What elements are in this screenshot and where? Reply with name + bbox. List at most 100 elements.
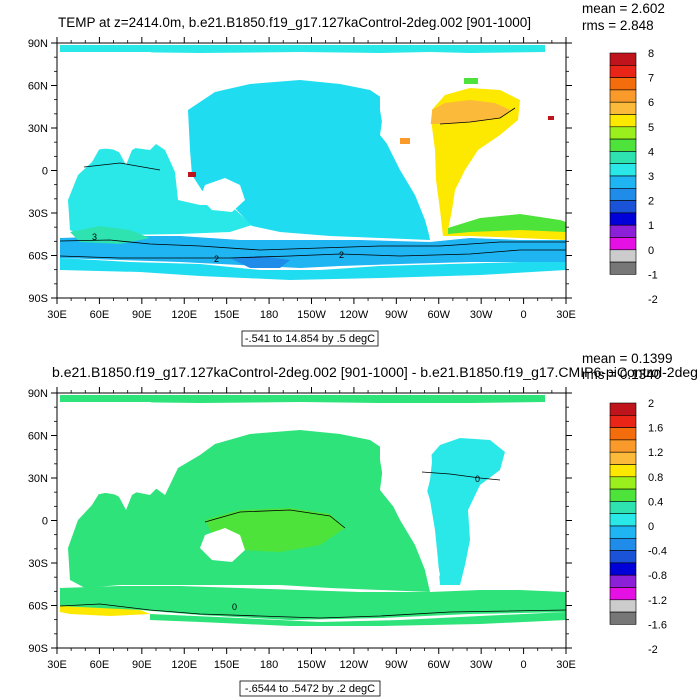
bottom-contour-line-3: [59, 603, 566, 619]
top-map: 3 2 2: [57, 45, 566, 298]
top-red-patch-2: [548, 116, 554, 120]
top-contour-info: -.541 to 14.854 by .5 degC: [245, 333, 375, 345]
top-southern-green: [70, 226, 150, 244]
bottom-colorbar: 2 1.6 1.2 0.8 0.4 0 -0.4 -0.8 -1.2 -1.6 -2: [609, 398, 667, 656]
lon-label-1-2: 90E: [132, 659, 152, 671]
colorbar-label-1-3: 0.8: [648, 472, 663, 484]
colorbar-label-1-9: -1.6: [648, 619, 667, 631]
bottom-axis-ticks: 90N 60N 30N 0 30S 60S 90S 30E 60E 90E 120E 150E 180 1…: [28, 387, 576, 671]
colorbar-swatch-0-5: [609, 114, 637, 128]
top-contour-line-4: [83, 162, 161, 171]
top-contour-label-2: 2: [214, 254, 219, 264]
bottom-contour-info: -.6544 to .5472 by .2 degC: [245, 683, 375, 695]
top-arctic-ocean: [60, 45, 545, 53]
lon-label-1-11: 0: [521, 659, 527, 671]
colorbar-label-1-1: 1.6: [648, 423, 663, 435]
bottom-contour-info-box: [239, 680, 381, 697]
lon-label-1-6: 150W: [297, 659, 326, 671]
bottom-land-australia: [200, 528, 245, 562]
colorbar-swatch-0-1: [609, 65, 637, 78]
lon-label-0-5: 180: [260, 309, 278, 321]
lon-label-0-8: 90W: [385, 309, 408, 321]
bottom-contour-label-1: 0: [475, 474, 480, 484]
colorbar-swatch-0-3: [609, 89, 637, 103]
lat-label-0-6: 90S: [28, 293, 48, 305]
colorbar-swatch-1-11: [609, 537, 637, 551]
colorbar-swatch-0-11: [609, 188, 637, 201]
bottom-contour-line-2: [421, 471, 501, 481]
top-contour-line-2: [59, 249, 566, 259]
lat-label-0-4: 30S: [28, 208, 48, 220]
lon-label-0-1: 60E: [90, 309, 110, 321]
colorbar-label-1-10: -2: [648, 644, 658, 656]
colorbar-swatch-0-14: [609, 224, 637, 238]
colorbar-swatch-0-2: [609, 77, 637, 91]
top-southern-belt-1: [448, 214, 566, 234]
colorbar-label-0-0: 8: [648, 48, 654, 60]
top-contour-label-1: 3: [92, 232, 97, 242]
top-land-australia: [200, 178, 245, 212]
colorbar-label-1-2: 1.2: [648, 447, 663, 459]
bottom-contour-line-1: [204, 509, 346, 529]
colorbar-swatch-1-1: [609, 414, 637, 428]
lon-label-1-9: 60W: [427, 659, 450, 671]
bottom-panel: mean = 0.1399 rms = 0.1340 b.e21.B1850.f…: [28, 351, 698, 697]
colorbar-swatch-1-14: [609, 574, 637, 588]
bottom-antarctic-shelf: [150, 612, 566, 626]
colorbar-swatch-1-9: [609, 513, 637, 527]
lon-label-0-6: 150W: [297, 309, 326, 321]
top-land-americas: [380, 70, 440, 238]
top-panel: TEMP at z=2414.0m, b.e21.B1850.f19_g17.1…: [28, 1, 665, 347]
bottom-land-americas: [380, 420, 440, 590]
top-land-africa: [60, 52, 200, 172]
lon-label-0-2: 90E: [132, 309, 152, 321]
colorbar-swatch-1-17: [609, 611, 637, 625]
colorbar-swatch-1-13: [609, 562, 637, 576]
lat-label-1-2: 30N: [28, 473, 48, 485]
lon-label-1-10: 30W: [470, 659, 493, 671]
top-atlantic-ocean: [430, 88, 566, 240]
colorbar-swatch-0-12: [609, 200, 637, 214]
colorbar-label-0-10: -2: [648, 294, 658, 306]
colorbar-swatch-1-16: [609, 599, 637, 613]
colorbar-swatch-1-15: [609, 587, 637, 601]
lat-label-0-5: 60S: [28, 251, 48, 263]
bottom-rms: rms = 0.1340: [582, 367, 661, 382]
top-axis-ticks: 90N 60N 30N 0 30S 60S 90S 30E 60E 90E 120E 150E 180 1…: [28, 37, 576, 321]
lon-label-1-1: 60E: [90, 659, 110, 671]
lat-label-1-4: 30S: [28, 558, 48, 570]
colorbar-swatch-1-0: [609, 402, 637, 416]
colorbar-label-0-9: -1: [648, 269, 658, 281]
colorbar-label-1-5: 0: [648, 521, 654, 533]
top-title: TEMP at z=2414.0m, b.e21.B1850.f19_g17.1…: [58, 15, 531, 30]
top-land-antarctica: [57, 280, 566, 298]
colorbar-label-0-4: 4: [648, 146, 654, 158]
bottom-contour-label-2: 0: [232, 602, 237, 612]
top-contour-info-box: [241, 330, 379, 347]
lon-label-1-5: 180: [260, 659, 278, 671]
colorbar-label-0-3: 5: [648, 122, 654, 134]
colorbar-label-0-2: 6: [648, 97, 654, 109]
colorbar-swatch-0-9: [609, 163, 637, 177]
top-red-patch-1: [188, 172, 196, 177]
lon-label-0-10: 30W: [470, 309, 493, 321]
colorbar-label-1-8: -1.2: [648, 595, 667, 607]
top-rms: rms = 2.848: [582, 18, 654, 33]
top-contour-label-3: 2: [339, 250, 344, 260]
top-colorbar: 8 7 6 5 4 3 2 1 0 -1 -2: [609, 48, 658, 306]
colorbar-label-0-5: 3: [648, 171, 654, 183]
top-contour-line-1: [59, 239, 566, 251]
top-mean: mean = 2.602: [582, 1, 665, 16]
top-indian-ocean: [68, 140, 252, 238]
lat-label-0-2: 30N: [28, 123, 48, 135]
lon-label-0-0: 30E: [47, 309, 67, 321]
colorbar-swatch-0-10: [609, 175, 637, 189]
lon-label-1-8: 90W: [385, 659, 408, 671]
lon-label-0-11: 0: [521, 309, 527, 321]
bottom-mean: mean = 0.1399: [582, 351, 672, 366]
lon-label-0-7: 120W: [340, 309, 369, 321]
colorbar-label-1-4: 0.4: [648, 496, 663, 508]
top-southern-ocean: [60, 236, 566, 268]
colorbar-label-1-6: -0.4: [648, 546, 667, 558]
lon-label-1-7: 120W: [340, 659, 369, 671]
